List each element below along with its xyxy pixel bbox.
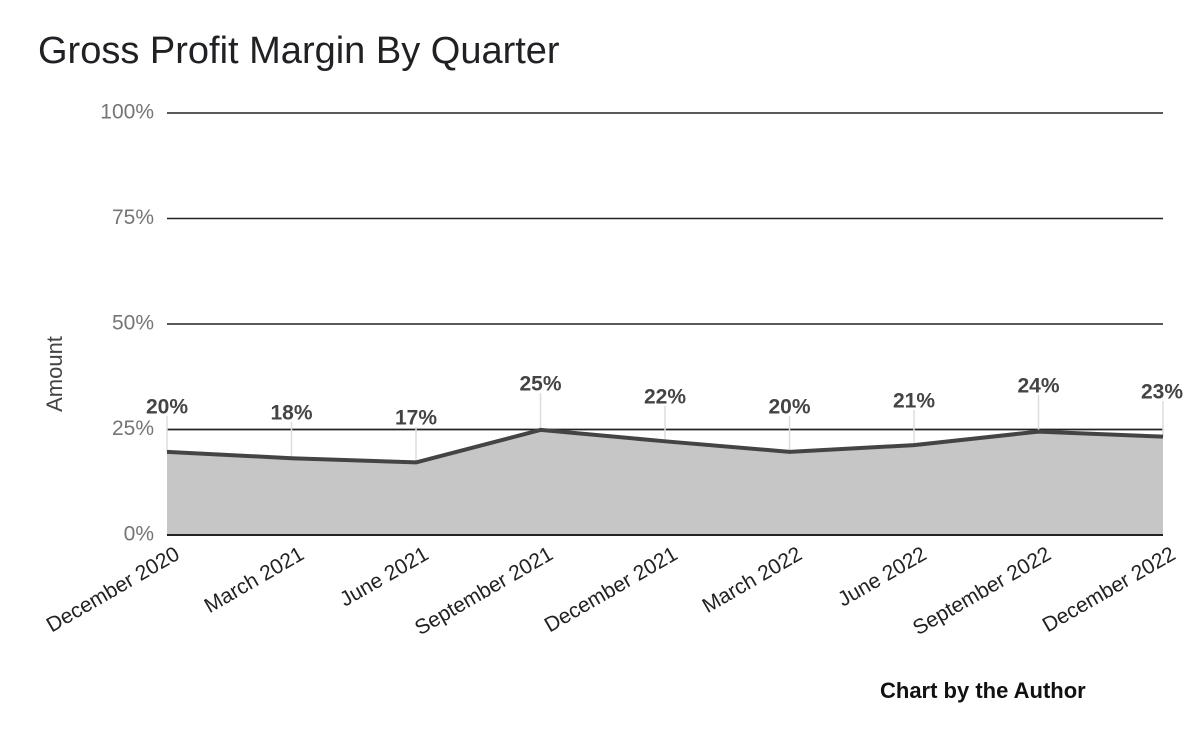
x-tick-label: June 2021 <box>336 542 432 611</box>
y-tick-label: 0% <box>124 523 154 546</box>
data-label: 17% <box>395 407 437 430</box>
x-tick-label: September 2021 <box>411 542 557 640</box>
data-label: 21% <box>893 390 935 413</box>
data-label: 20% <box>768 396 810 419</box>
x-tick-label: December 2020 <box>43 542 184 637</box>
y-tick-label: 50% <box>112 312 154 335</box>
x-tick-label: March 2021 <box>200 542 308 617</box>
data-label: 18% <box>270 402 312 425</box>
chart-credit: Chart by the Author <box>880 678 1086 703</box>
x-tick-label: December 2022 <box>1039 542 1180 637</box>
label-leaders <box>166 393 1164 463</box>
series-line <box>166 427 1164 465</box>
area-fill <box>167 429 1163 535</box>
x-tick-label: June 2022 <box>834 542 930 611</box>
chart-title: Gross Profit Margin By Quarter <box>38 30 560 72</box>
x-tick-label: September 2022 <box>909 542 1055 640</box>
data-label: 22% <box>644 386 686 409</box>
data-label: 25% <box>519 373 561 396</box>
y-tick-label: 100% <box>100 101 154 124</box>
y-tick-label: 25% <box>112 417 154 440</box>
y-tick-labels: 0% 25% 50% 75% 100% <box>100 101 154 546</box>
x-tick-label: December 2021 <box>541 542 682 637</box>
y-axis-label: Amount <box>42 336 67 412</box>
data-label: 23% <box>1141 381 1183 404</box>
y-tick-label: 75% <box>112 206 154 229</box>
data-label: 24% <box>1017 375 1059 398</box>
data-labels: 20% 18% 17% 25% 22% 20% 21% 24% 23% <box>146 373 1183 430</box>
data-label: 20% <box>146 396 188 419</box>
x-tick-label: March 2022 <box>698 542 806 617</box>
x-tick-labels: December 2020 March 2021 June 2021Septembe… <box>43 542 1180 640</box>
